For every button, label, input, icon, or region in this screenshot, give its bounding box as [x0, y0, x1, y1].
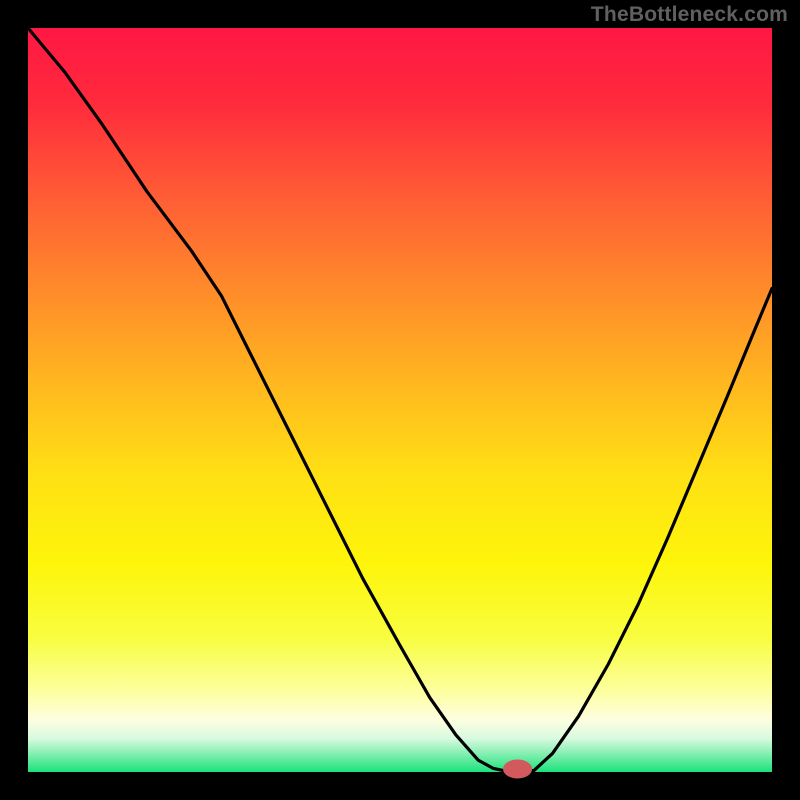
chart-frame: TheBottleneck.com: [0, 0, 800, 800]
chart-svg: [0, 0, 800, 800]
watermark-text: TheBottleneck.com: [591, 3, 788, 27]
plot-background: [28, 28, 772, 772]
optimal-point-marker: [504, 760, 532, 778]
